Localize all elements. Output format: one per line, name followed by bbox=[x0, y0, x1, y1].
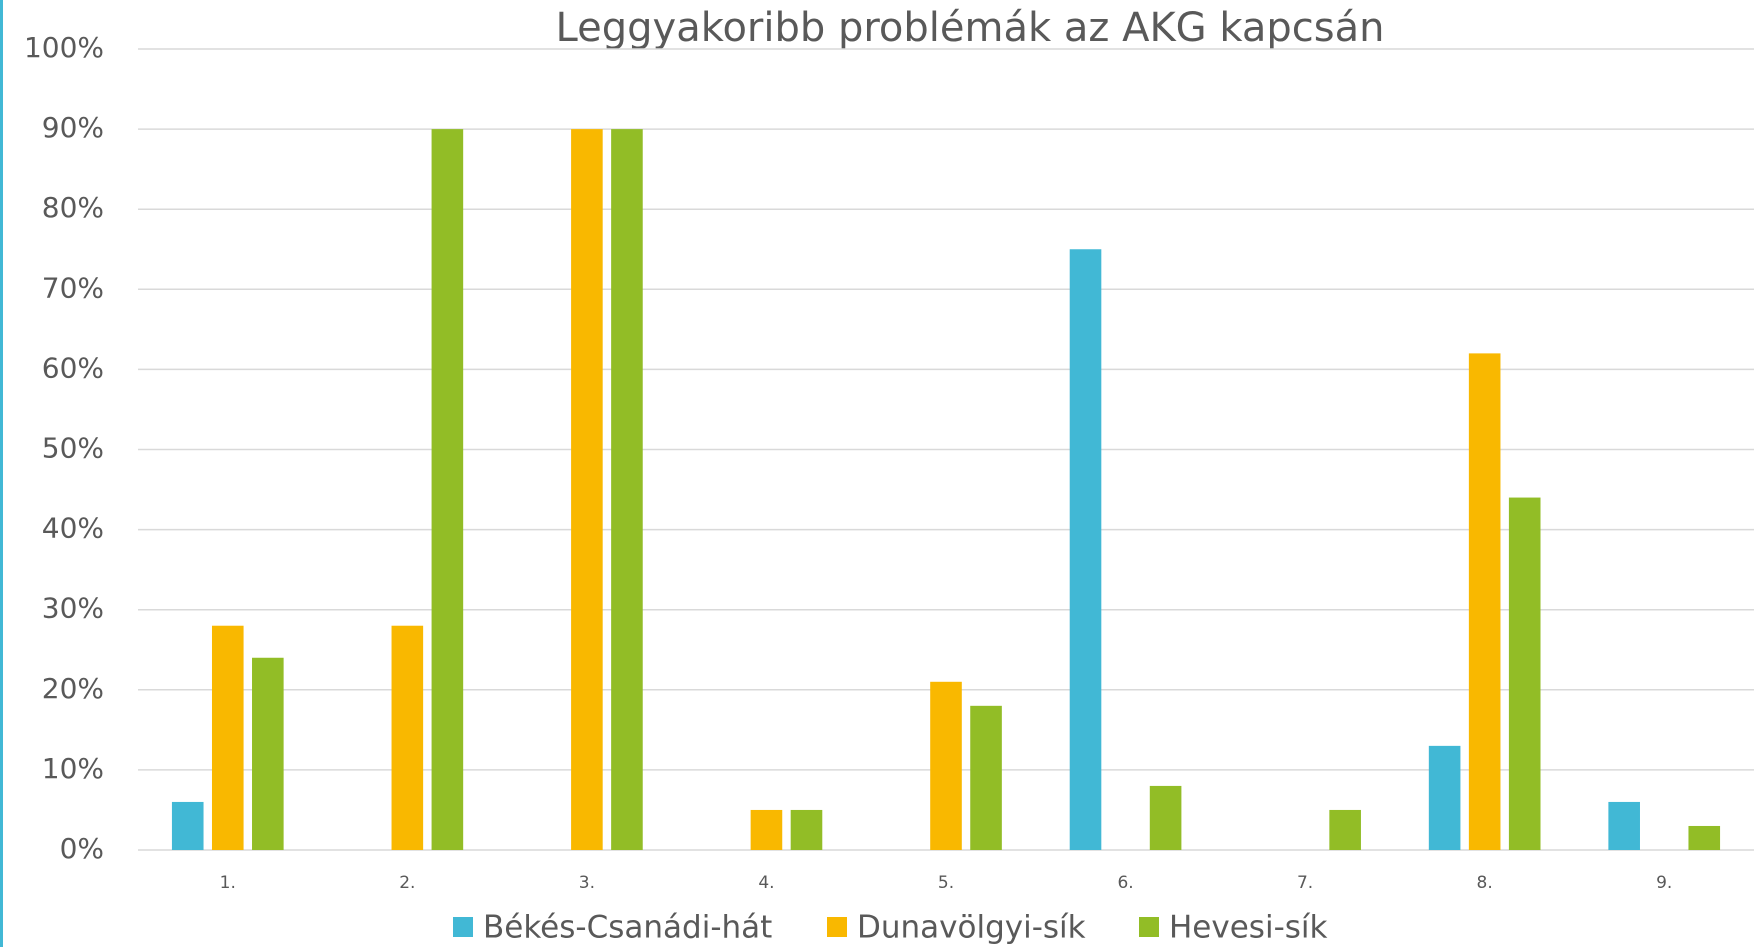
bar bbox=[171, 801, 204, 850]
bar bbox=[611, 129, 643, 851]
bar bbox=[252, 657, 284, 850]
y-tick-label: 80% bbox=[42, 191, 104, 224]
y-tick-label: 30% bbox=[42, 592, 104, 625]
x-tick-label: 3. bbox=[579, 873, 595, 893]
x-tick-label: 2. bbox=[399, 873, 415, 893]
bar bbox=[431, 129, 464, 851]
x-tick-label: 7. bbox=[1297, 873, 1313, 893]
legend-label: Hevesi-sík bbox=[1169, 910, 1328, 946]
chart-title: Leggyakoribb problémák az AKG kapcsán bbox=[556, 5, 1385, 51]
bar bbox=[1329, 809, 1361, 850]
bar bbox=[970, 705, 1002, 850]
y-tick-label: 0% bbox=[60, 832, 104, 865]
legend-label: Dunavölgyi-sík bbox=[857, 910, 1086, 946]
bar bbox=[1149, 785, 1182, 850]
bar bbox=[1428, 745, 1461, 850]
bar bbox=[930, 681, 962, 850]
legend-swatch bbox=[827, 917, 847, 937]
x-tick-label: 5. bbox=[938, 873, 954, 893]
x-tick-label: 9. bbox=[1656, 873, 1672, 893]
y-tick-label: 90% bbox=[42, 111, 104, 144]
bar bbox=[1508, 497, 1541, 850]
legend-label: Békés-Csanádi-hát bbox=[483, 910, 772, 946]
bar bbox=[571, 129, 603, 851]
bar bbox=[1688, 825, 1721, 850]
bar bbox=[391, 625, 424, 850]
y-tick-label: 40% bbox=[42, 512, 104, 545]
bar bbox=[211, 625, 244, 850]
x-tick-label: 1. bbox=[220, 873, 236, 893]
y-tick-label: 20% bbox=[42, 672, 104, 705]
bar bbox=[1608, 801, 1640, 850]
bar bbox=[750, 809, 783, 850]
bar bbox=[1468, 353, 1501, 850]
legend-swatch bbox=[1139, 917, 1159, 937]
side-accent bbox=[0, 0, 3, 947]
y-tick-label: 100% bbox=[24, 31, 104, 64]
y-tick-label: 10% bbox=[42, 752, 104, 785]
x-tick-label: 4. bbox=[758, 873, 774, 893]
bar bbox=[1069, 249, 1102, 850]
bar bbox=[790, 809, 823, 850]
x-tick-label: 6. bbox=[1117, 873, 1133, 893]
y-tick-label: 60% bbox=[42, 351, 104, 384]
y-tick-label: 70% bbox=[42, 271, 104, 304]
y-tick-label: 50% bbox=[42, 432, 104, 465]
x-tick-label: 8. bbox=[1477, 873, 1493, 893]
legend-swatch bbox=[453, 917, 473, 937]
